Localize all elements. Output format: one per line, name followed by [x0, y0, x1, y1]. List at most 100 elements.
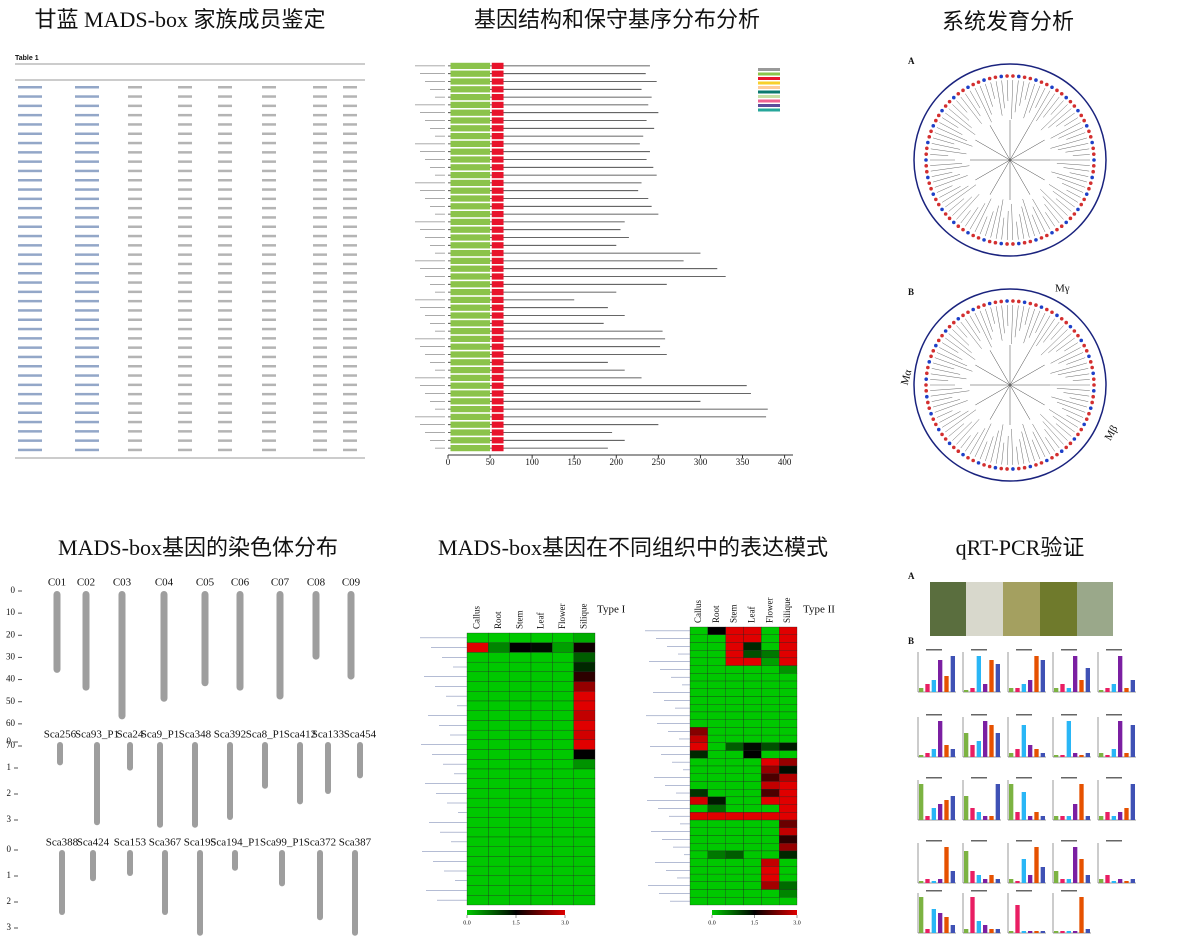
leaf-dot [1064, 320, 1069, 325]
bar [1079, 859, 1084, 883]
heat-cell [779, 734, 798, 743]
heat-cell [743, 650, 762, 659]
heat-cell [707, 758, 726, 767]
leaf-dot [982, 463, 986, 467]
chromosome [201, 591, 209, 687]
leaf-dot [956, 224, 961, 228]
heat-cell [725, 634, 744, 643]
branch [990, 205, 999, 238]
heat-cell [530, 875, 553, 886]
y-tick-label: 50 [6, 696, 16, 706]
heat-cell [488, 700, 510, 711]
leaf-dot [1082, 422, 1086, 427]
heat-cell [761, 642, 780, 651]
heat-cell [509, 827, 532, 838]
branch [931, 368, 961, 375]
table-cell [218, 439, 232, 442]
table-cell [178, 392, 192, 396]
scaffold-label: Sca387 [339, 837, 372, 849]
bar [1021, 931, 1026, 933]
branch [1061, 408, 1084, 418]
heat-cell [530, 817, 553, 828]
heat-cell [488, 827, 510, 838]
heat-cell [779, 673, 798, 682]
heat-cell [689, 765, 708, 774]
scaffold [192, 742, 198, 828]
branch [1044, 429, 1060, 449]
heat-cell [707, 696, 726, 705]
branch [934, 132, 973, 147]
heat-cell [573, 807, 596, 818]
heat-cell [466, 681, 489, 692]
branch [1035, 88, 1046, 108]
table-cell [75, 309, 99, 312]
branch [1009, 125, 1031, 161]
heat-cell [530, 739, 553, 750]
mini-title [926, 777, 942, 779]
bar [1099, 816, 1104, 820]
heat-cell [707, 657, 726, 666]
table-cell [262, 86, 276, 89]
branch [975, 384, 1011, 406]
branch [1066, 132, 1086, 140]
heat-cell [530, 827, 553, 838]
motif [491, 296, 504, 304]
leaf-dot [1034, 238, 1038, 242]
heat-cell [689, 688, 708, 697]
leaf-dot [1091, 377, 1096, 381]
branch [1024, 82, 1030, 100]
mini-title [1106, 714, 1122, 716]
heat-cell [509, 788, 532, 799]
table-cell [18, 179, 42, 182]
table-cell [178, 244, 192, 247]
table-cell [128, 132, 142, 135]
scale-label: 0.0 [708, 920, 716, 926]
leaf-dot [1016, 74, 1021, 79]
scaffold-label: Sca372 [304, 837, 336, 849]
leaf-dot [1028, 239, 1033, 244]
heat-cell [552, 691, 574, 702]
leaf-dot [976, 80, 981, 84]
table-cell [178, 402, 192, 405]
bar [919, 688, 924, 692]
scaffold-label: Sca8_P1 [246, 729, 285, 741]
leaf-dot [924, 164, 929, 168]
heat-cell [761, 819, 780, 828]
branch [979, 310, 992, 340]
heat-cell [488, 652, 510, 663]
leaf-dot [1059, 224, 1064, 228]
table-cell [75, 430, 99, 433]
heat-cell [573, 700, 596, 711]
table-cell [128, 253, 142, 256]
bar [989, 660, 994, 692]
heat-cell [743, 804, 762, 813]
scaffold-label: Sca367 [149, 837, 182, 849]
branch [931, 143, 961, 150]
table-cell [262, 141, 276, 145]
heat-cell [689, 781, 708, 790]
mini-title [1061, 714, 1077, 716]
motif [491, 327, 504, 335]
bar [1079, 755, 1084, 757]
branch [931, 397, 953, 402]
table-cell [128, 151, 142, 154]
heat-cell [466, 691, 489, 702]
heat-cell [779, 750, 798, 759]
bar [1130, 725, 1135, 757]
leaf-dot [1022, 75, 1027, 80]
table-cell [18, 123, 42, 126]
scale-label: 0.0 [463, 920, 471, 926]
table-cell [128, 337, 142, 340]
heat-cell [530, 807, 553, 818]
table-cell [262, 402, 276, 405]
bar [1028, 680, 1033, 692]
heat-cell [573, 768, 596, 779]
heat-cell [707, 634, 726, 643]
bar [970, 871, 975, 883]
motif [450, 398, 491, 405]
bar [1060, 755, 1065, 757]
heat-cell [488, 632, 510, 643]
leaf-dot [1039, 461, 1044, 465]
branch [933, 399, 961, 408]
table-cell [262, 197, 276, 201]
